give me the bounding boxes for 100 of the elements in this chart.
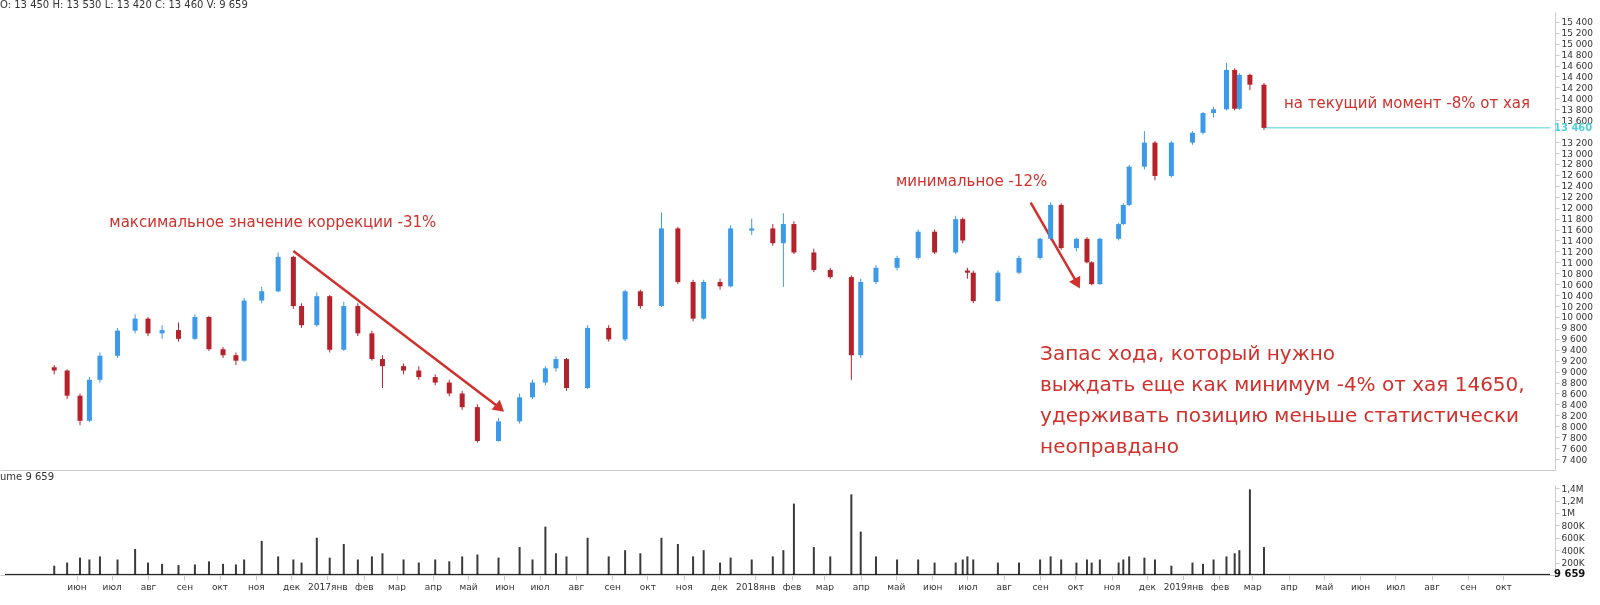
bar [434,559,437,575]
x-tick-label: апр [852,581,871,592]
y-tick-label: 15 000 [1561,39,1594,50]
candlestick [717,278,723,291]
y-tick-label: 8 200 [1561,410,1588,421]
y-tick-label: 1,4M [1561,483,1584,494]
bar [896,559,899,575]
x-tick-label: июн [1350,581,1371,592]
x-tick-label: авг [1424,581,1441,592]
y-tick-label: 14 800 [1561,50,1594,61]
bar [639,553,642,575]
bar [292,559,295,575]
y-tick-label: 9 000 [1561,367,1588,378]
y-tick-label: 11 600 [1561,225,1594,236]
bar [692,556,695,575]
bar [116,559,119,575]
y-tick-label: 600K [1561,533,1586,544]
candlestick [811,248,817,273]
x-tick-label: 2019янв [1163,581,1204,592]
x-tick-label: июл [102,581,122,592]
y-tick-label: 12 600 [1561,170,1594,181]
bar [1233,553,1236,575]
x-tick-label: 2017янв [308,581,348,592]
x-tick-label: сен [176,581,194,592]
candlestick [770,223,776,247]
candlestick [192,313,198,341]
bar [134,548,137,575]
x-tick-label: сен [1032,581,1049,592]
bar [234,564,237,575]
y-tick-label: 1,2M [1561,496,1584,507]
bar [961,559,964,575]
candlestick [780,212,786,288]
x-tick-label: май [1315,581,1334,592]
x-tick-label: фев [354,581,374,592]
x-tick-label: авг [996,581,1013,592]
bar [544,526,547,575]
bar [874,556,877,575]
x-tick-label: окт [639,581,656,592]
bar [586,537,589,575]
bar [461,556,464,575]
y-tick-label: 8 000 [1561,421,1588,432]
bar [402,559,405,575]
bar [448,561,451,575]
candlestick [542,365,548,386]
bar [972,559,975,575]
bar [98,556,101,575]
bar [88,559,91,575]
candlestick [159,324,165,340]
y-tick-label: 8 800 [1561,378,1588,389]
bar [79,557,82,575]
x-tick-label: мар [1243,581,1263,592]
x-tick-label: сен [604,581,622,592]
bar [624,550,627,575]
bar [1262,547,1265,575]
y-tick-label: 12 000 [1561,203,1594,214]
y-tick-label: 7 400 [1561,454,1588,465]
bar [342,543,345,575]
x-tick-label: май [459,581,478,592]
y-tick-label: 8 400 [1561,399,1588,410]
bar [1202,563,1205,575]
bar [315,537,318,575]
bar [702,550,705,575]
candlestick [132,313,138,334]
x-tick-label: ноя [1103,581,1121,592]
candlestick [145,316,151,337]
candlestick [932,229,938,255]
y-tick-label: 13 200 [1561,137,1594,148]
y-tick-label: 10 400 [1561,290,1594,301]
bar [750,559,753,575]
y-tick-label: 11 200 [1561,246,1594,257]
bar [829,556,832,575]
y-tick-label: 12 400 [1561,181,1594,192]
candlestick [530,379,535,400]
candlestick [873,264,879,285]
y-tick-label: 13 800 [1561,104,1594,115]
y-tick-label: 13 000 [1561,148,1594,159]
bar [676,543,679,575]
bar [1225,556,1228,575]
annotation: на текущий момент -8% от хая [1283,93,1531,112]
x-tick-label: фев [1210,581,1230,592]
bar [1098,559,1101,575]
annotation: Запас хода, который нужно выждать еще как минимум -4% от хая 14650, удерживать позицию меньше статистически неоправдано [1040,341,1525,459]
x-tick-label: 2018янв [735,581,776,592]
bar [1085,559,1088,575]
bar [660,537,663,575]
x-tick-label: мар [388,581,407,592]
y-tick-label: 14 000 [1561,93,1594,104]
bar [222,563,225,575]
y-tick-label: 10 600 [1561,279,1594,290]
x-tick-label: окт [211,581,229,592]
bar [531,559,534,575]
bar [497,557,500,575]
bar [1238,550,1241,575]
bar [782,550,785,575]
candlestick [496,417,502,443]
bar [554,553,557,575]
x-tick-label: дек [1138,581,1157,592]
y-tick-label: 7 800 [1561,432,1588,443]
x-tick-label: май [887,581,906,592]
x-tick-label: июл [530,581,550,592]
